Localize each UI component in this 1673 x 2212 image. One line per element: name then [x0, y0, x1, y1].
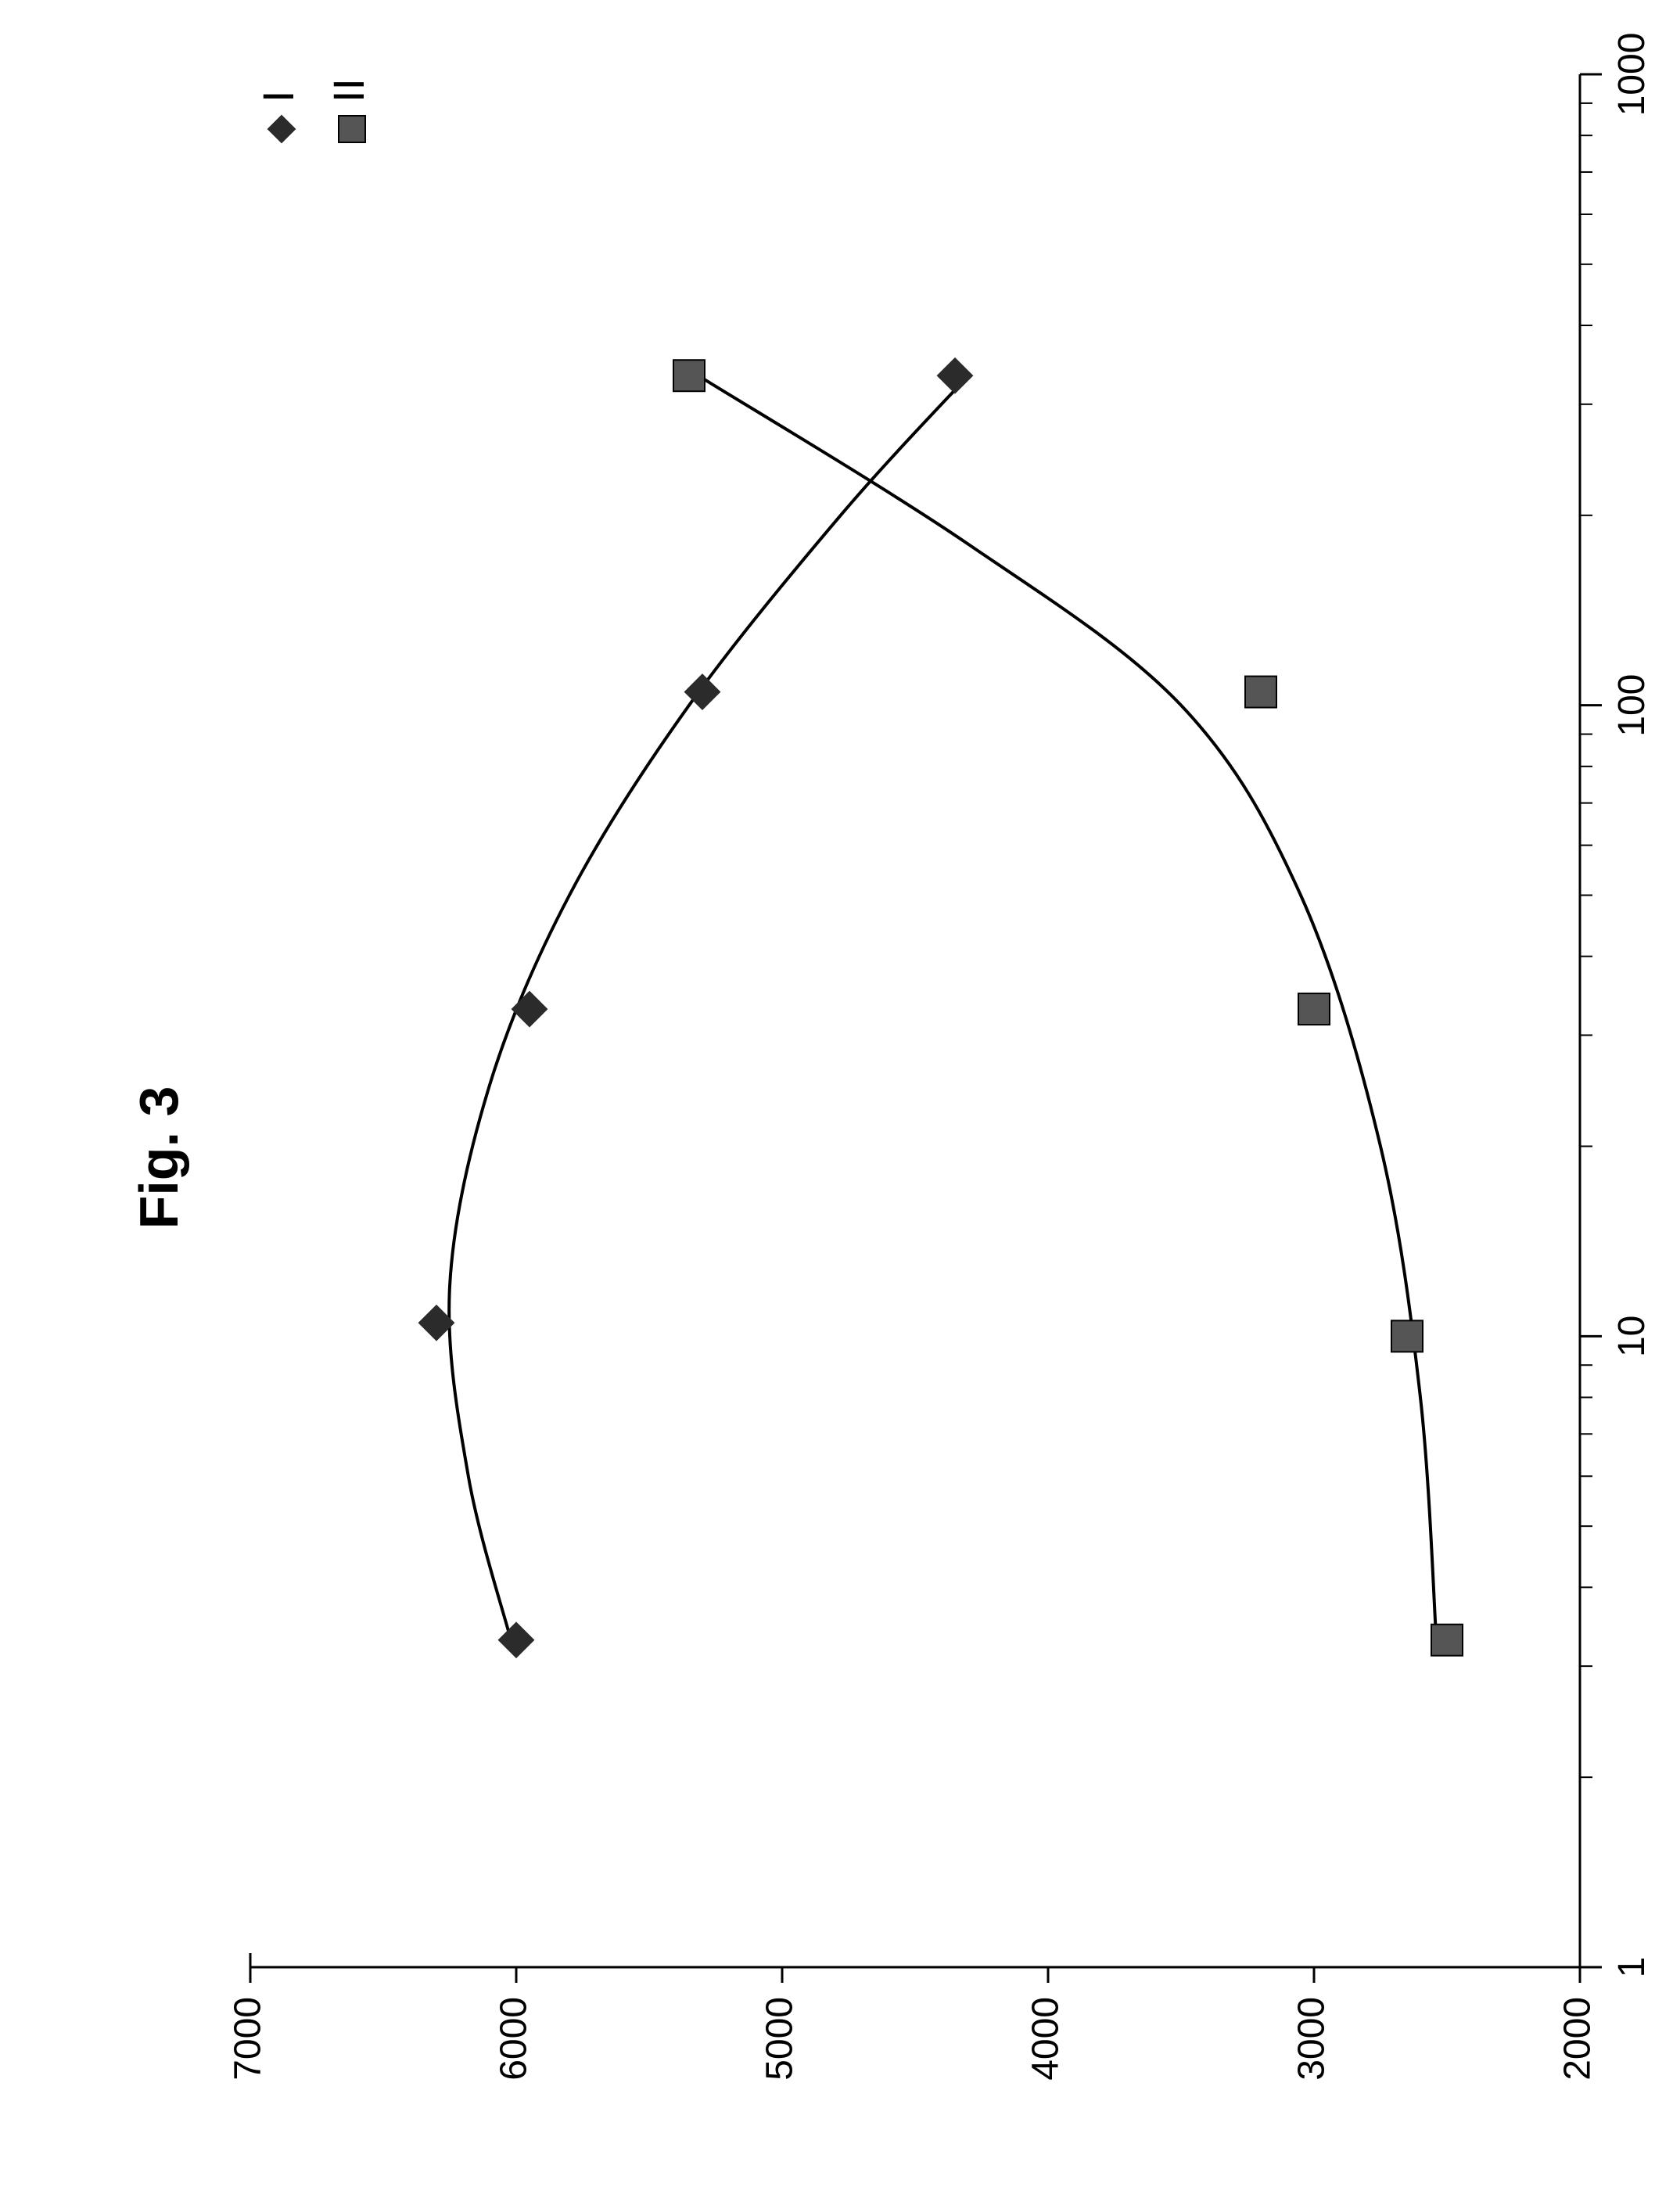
data-point-diamond: [268, 116, 295, 142]
legend-label: I: [253, 90, 303, 102]
chart-root: 2000300040005000600070001101001000protei…: [228, 33, 1673, 2081]
data-point-diamond: [938, 358, 972, 393]
chart-svg: 2000300040005000600070001101001000protei…: [0, 0, 1673, 2212]
y-axis-tick-label: 7000: [228, 1997, 269, 2081]
x-axis-tick-label: 10: [1611, 1316, 1653, 1357]
y-axis-tick-label: 5000: [759, 1997, 801, 2081]
figure-page: 2000300040005000600070001101001000protei…: [0, 0, 1673, 2212]
y-axis-tick-label: 3000: [1291, 1997, 1333, 2081]
data-point-diamond: [499, 1623, 533, 1657]
figure-caption: Fig. 3: [127, 1086, 190, 1230]
x-axis-tick-label: 100: [1611, 674, 1653, 737]
data-point-square: [1298, 993, 1330, 1025]
data-point-diamond: [512, 992, 547, 1026]
data-point-square: [673, 360, 705, 391]
y-axis-tick-label: 2000: [1557, 1997, 1599, 2081]
data-point-square: [1245, 677, 1276, 708]
y-axis-tick-label: 4000: [1025, 1997, 1067, 2081]
data-point-square: [1391, 1320, 1423, 1352]
x-axis-tick-label: 1: [1611, 1957, 1653, 1978]
data-point-square: [1431, 1625, 1463, 1656]
data-point-square: [339, 116, 365, 142]
legend-label: II: [324, 78, 373, 102]
y-axis-tick-label: 6000: [494, 1997, 535, 2081]
x-axis-tick-label: 1000: [1611, 33, 1653, 117]
